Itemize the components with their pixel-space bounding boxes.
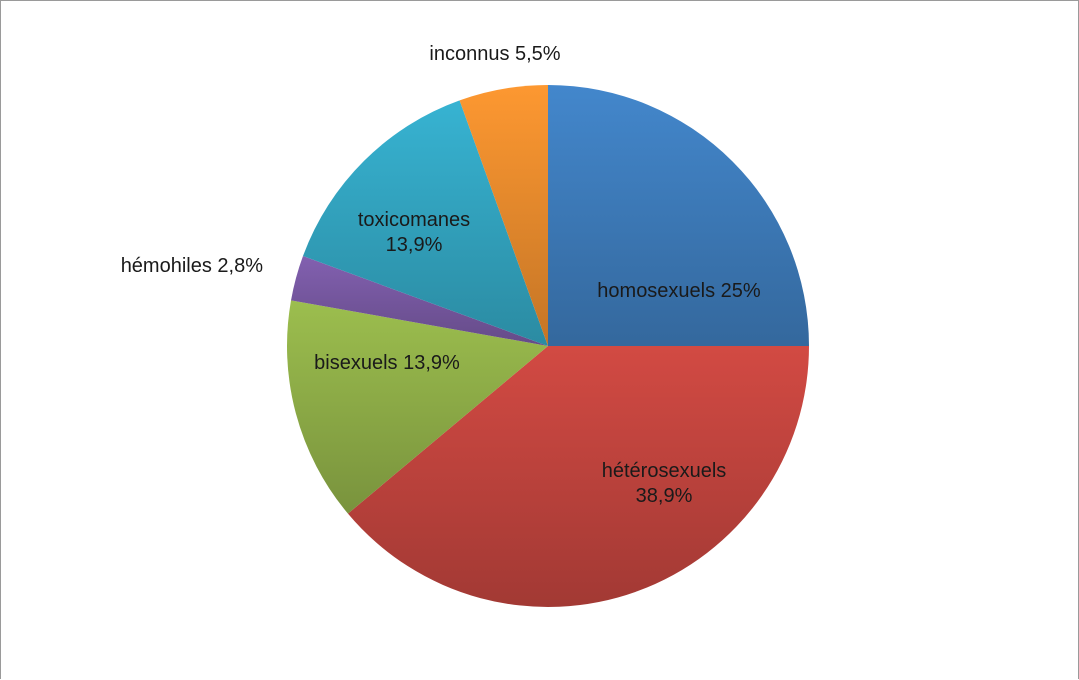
slice-label-line: toxicomanes	[358, 209, 470, 231]
slice-label-homosexuels: homosexuels 25%	[597, 280, 761, 302]
slice-label-heterosexuels: hétérosexuels 38,9%	[602, 460, 727, 507]
pie-slice-homosexuels	[548, 85, 809, 346]
slice-label-hemohiles: hémohiles 2,8%	[121, 255, 264, 277]
slice-label-line: hémohiles 2,8%	[121, 255, 264, 277]
slice-label-bisexuels: bisexuels 13,9%	[314, 352, 460, 374]
slice-label-line: bisexuels 13,9%	[314, 352, 460, 374]
slice-label-line: hétérosexuels	[602, 460, 727, 482]
slice-label-line: 38,9%	[636, 485, 693, 507]
slice-label-line: homosexuels 25%	[597, 280, 761, 302]
pie-slice-inconnus	[459, 85, 548, 346]
pie-labels: homosexuels 25% hétérosexuels 38,9% bisexue…	[121, 43, 761, 507]
slice-label-toxicomanes: toxicomanes 13,9%	[358, 209, 470, 256]
pie-slice-hemohiles	[291, 256, 548, 346]
slice-label-line: 13,9%	[386, 234, 443, 256]
slice-label-inconnus: inconnus 5,5%	[429, 43, 560, 65]
slice-label-line: inconnus 5,5%	[429, 43, 560, 65]
pie-slices	[287, 85, 809, 607]
pie-slice-toxicomanes	[302, 100, 548, 347]
pie-slice-heterosexuels	[347, 346, 809, 607]
pie-slice-bisexuels	[287, 300, 548, 514]
